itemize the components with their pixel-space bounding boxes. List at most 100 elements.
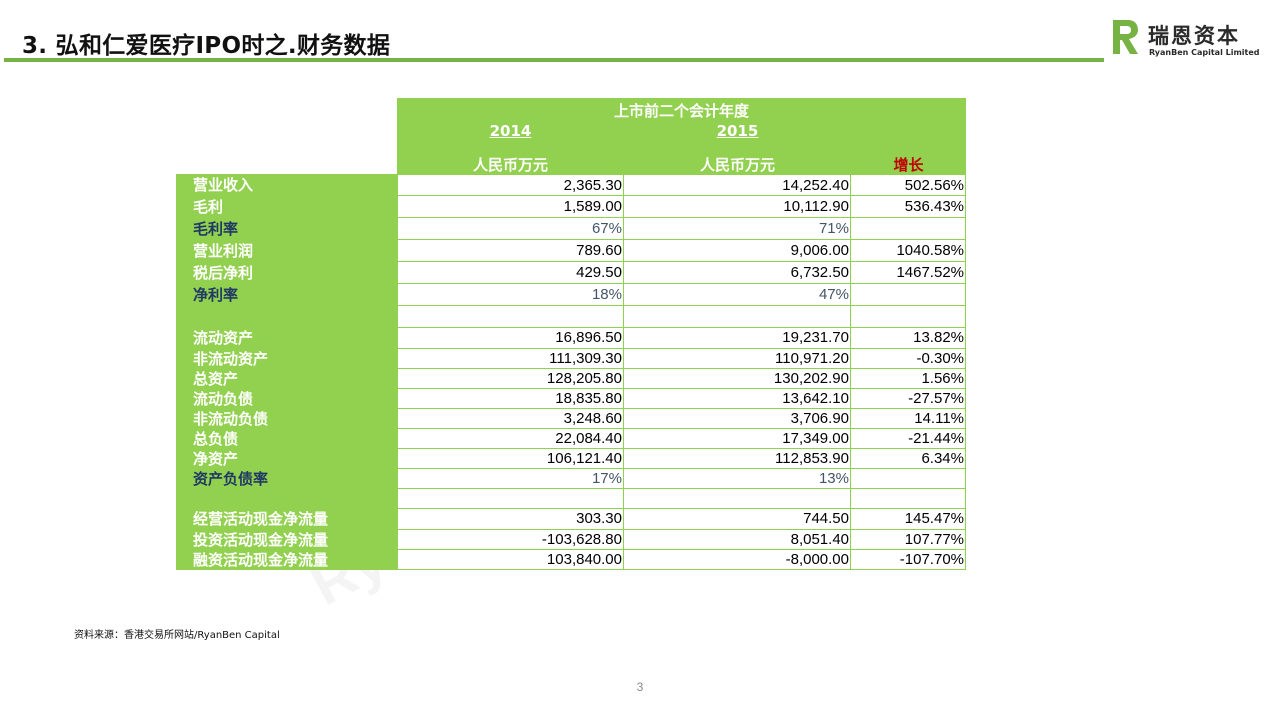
row-label: 非流动资产 [176, 349, 397, 369]
row-label: 营业收入 [176, 174, 397, 196]
growth-value: 1467.52% [851, 262, 966, 284]
row-label [176, 489, 397, 509]
table-row: 投资活动现金净流量 -103,628.80 8,051.40 107.77% [176, 530, 966, 550]
growth-value: 13.82% [851, 328, 966, 349]
value-2014: 22,084.40 [397, 429, 624, 449]
value-2014: 789.60 [397, 240, 624, 262]
value-2015 [624, 306, 851, 328]
growth-value [851, 469, 966, 489]
title-underline [4, 58, 1104, 62]
value-2015: -8,000.00 [624, 550, 851, 570]
value-2015: 13% [624, 469, 851, 489]
value-2014: 3,248.60 [397, 409, 624, 429]
growth-value [851, 489, 966, 509]
value-2015: 47% [624, 284, 851, 306]
table-row: 总资产 128,205.80 130,202.90 1.56% [176, 369, 966, 389]
growth-value [851, 218, 966, 240]
value-2014: 106,121.40 [397, 449, 624, 469]
table-row [176, 489, 966, 509]
value-2015: 8,051.40 [624, 530, 851, 550]
value-2015: 19,231.70 [624, 328, 851, 349]
value-2015: 130,202.90 [624, 369, 851, 389]
row-label: 投资活动现金净流量 [176, 530, 397, 550]
value-2014: 429.50 [397, 262, 624, 284]
growth-value: -27.57% [851, 389, 966, 409]
row-label: 营业利润 [176, 240, 397, 262]
row-label: 总资产 [176, 369, 397, 389]
growth-value: 107.77% [851, 530, 966, 550]
table-row: 资产负债率 17% 13% [176, 469, 966, 489]
growth-value: 536.43% [851, 196, 966, 218]
value-2014: -103,628.80 [397, 530, 624, 550]
growth-value [851, 284, 966, 306]
table-row: 经营活动现金净流量 303.30 744.50 145.47% [176, 509, 966, 530]
growth-value: 1040.58% [851, 240, 966, 262]
value-2015 [624, 489, 851, 509]
growth-value [851, 306, 966, 328]
year-header-2014: 2014 [489, 122, 532, 140]
growth-value: 145.47% [851, 509, 966, 530]
value-2014 [397, 306, 624, 328]
row-label: 融资活动现金净流量 [176, 550, 397, 570]
ryanben-r-logo-icon [1113, 20, 1138, 54]
table-row: 营业利润 789.60 9,006.00 1040.58% [176, 240, 966, 262]
growth-header: 增长 [893, 156, 924, 174]
growth-value: 6.34% [851, 449, 966, 469]
slide-title: 3. 弘和仁爱医疗IPO时之.财务数据 [22, 33, 391, 59]
value-2015: 9,006.00 [624, 240, 851, 262]
value-2014: 103,840.00 [397, 550, 624, 570]
value-2015: 14,252.40 [624, 174, 851, 196]
unit-header-2015: 人民币万元 [699, 156, 775, 174]
value-2015: 744.50 [624, 509, 851, 530]
table-row: 净利率 18% 47% [176, 284, 966, 306]
value-2015: 13,642.10 [624, 389, 851, 409]
row-label: 流动负债 [176, 389, 397, 409]
table-row: 营业收入 2,365.30 14,252.40 502.56% [176, 174, 966, 196]
value-2014: 303.30 [397, 509, 624, 530]
value-2015: 3,706.90 [624, 409, 851, 429]
growth-value: -107.70% [851, 550, 966, 570]
table-row: 非流动资产 111,309.30 110,971.20 -0.30% [176, 349, 966, 369]
value-2014: 67% [397, 218, 624, 240]
table-row: 净资产 106,121.40 112,853.90 6.34% [176, 449, 966, 469]
page-number: 3 [636, 680, 644, 694]
row-label: 总负债 [176, 429, 397, 449]
value-2014: 18% [397, 284, 624, 306]
table-row: 流动负债 18,835.80 13,642.10 -27.57% [176, 389, 966, 409]
logo-english-name: RyanBen Capital Limited [1149, 48, 1260, 57]
value-2015: 110,971.20 [624, 349, 851, 369]
value-2014: 128,205.80 [397, 369, 624, 389]
value-2014: 18,835.80 [397, 389, 624, 409]
row-label: 税后净利 [176, 262, 397, 284]
growth-value: 502.56% [851, 174, 966, 196]
value-2014: 17% [397, 469, 624, 489]
growth-value: 14.11% [851, 409, 966, 429]
value-2014: 16,896.50 [397, 328, 624, 349]
value-2015: 71% [624, 218, 851, 240]
period-header: 上市前二个会计年度 [613, 102, 749, 120]
row-label: 经营活动现金净流量 [176, 509, 397, 530]
value-2014: 1,589.00 [397, 196, 624, 218]
value-2014: 2,365.30 [397, 174, 624, 196]
table-row: 非流动负债 3,248.60 3,706.90 14.11% [176, 409, 966, 429]
row-label: 毛利 [176, 196, 397, 218]
table-header: 上市前二个会计年度 2014 2015 人民币万元 人民币万元 增长 [397, 98, 966, 174]
table-row: 融资活动现金净流量 103,840.00 -8,000.00 -107.70% [176, 550, 966, 570]
source-note: 资料来源：香港交易所网站/RyanBen Capital [74, 630, 280, 641]
growth-value: -0.30% [851, 349, 966, 369]
value-2015: 112,853.90 [624, 449, 851, 469]
year-header-2015: 2015 [716, 122, 759, 140]
value-2015: 17,349.00 [624, 429, 851, 449]
growth-value: -21.44% [851, 429, 966, 449]
table-row [176, 306, 966, 328]
row-label: 流动资产 [176, 328, 397, 349]
row-label: 非流动负债 [176, 409, 397, 429]
company-logo: 瑞恩资本 RyanBen Capital Limited [1110, 18, 1270, 62]
value-2014 [397, 489, 624, 509]
table-row: 总负债 22,084.40 17,349.00 -21.44% [176, 429, 966, 449]
logo-chinese-name: 瑞恩资本 [1148, 24, 1240, 48]
table-row: 毛利率 67% 71% [176, 218, 966, 240]
row-label: 净资产 [176, 449, 397, 469]
table-row: 税后净利 429.50 6,732.50 1467.52% [176, 262, 966, 284]
row-label: 净利率 [176, 284, 397, 306]
